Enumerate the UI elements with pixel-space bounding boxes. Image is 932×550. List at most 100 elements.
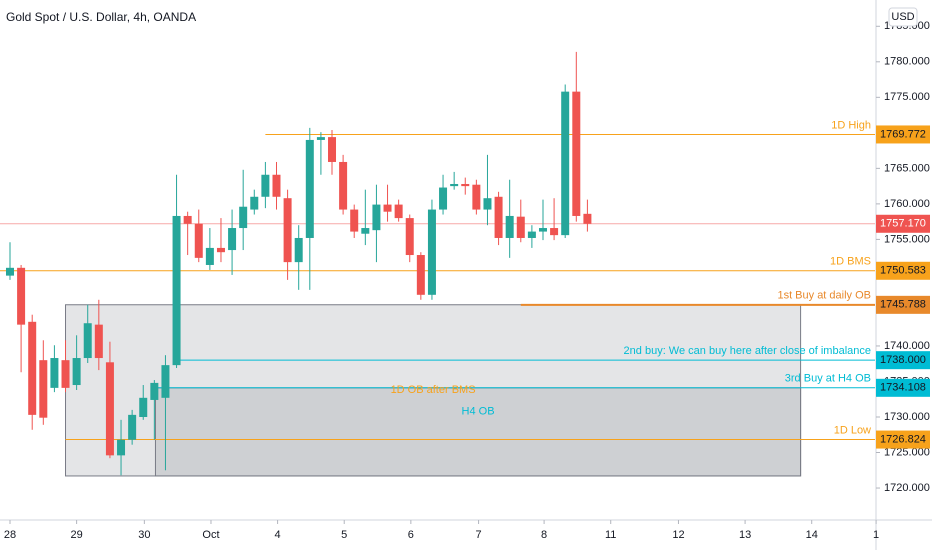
candle-body	[39, 360, 48, 418]
chart-title: Gold Spot / U.S. Dollar, 4h, OANDA	[6, 10, 196, 24]
candle-body	[283, 198, 292, 263]
candle-body	[394, 204, 403, 219]
x-tick-label: Oct	[202, 529, 219, 541]
candle-body	[450, 183, 459, 187]
candle-body	[294, 237, 303, 263]
last-price-tag	[876, 214, 930, 233]
candle-body	[439, 187, 448, 210]
y-tick-label: 1765.000	[884, 162, 930, 174]
currency-box[interactable]	[888, 7, 918, 27]
candle-body	[383, 204, 392, 212]
candle-body	[50, 358, 59, 388]
candle-body	[328, 137, 337, 162]
currency-label[interactable]: USD	[891, 11, 914, 23]
candle-body	[316, 137, 325, 140]
x-tick-label: 7	[476, 529, 482, 541]
candle-body	[117, 439, 126, 456]
candle-body	[572, 91, 581, 216]
x-tick-label: 13	[739, 529, 751, 541]
candle-body	[583, 213, 592, 224]
candle-body	[505, 215, 514, 238]
x-tick-label: 6	[408, 529, 414, 541]
candle-body	[139, 397, 148, 417]
candle-body	[516, 216, 525, 238]
candle-body	[61, 360, 70, 388]
candle-body	[228, 228, 237, 251]
candle-body	[83, 323, 92, 359]
level-label: 1D High	[831, 119, 871, 131]
y-tick-label: 1760.000	[884, 198, 930, 210]
candle-body	[194, 223, 203, 258]
candle-body	[561, 91, 570, 236]
candle-body	[216, 247, 225, 253]
candle-body	[461, 183, 470, 187]
candle-body	[305, 139, 314, 238]
x-tick-label: 29	[70, 529, 82, 541]
level-label: 3rd Buy at H4 OB	[785, 373, 871, 385]
price-tag-label: 1738.000	[880, 354, 926, 366]
candle-body	[161, 365, 170, 398]
candle-body	[172, 215, 181, 366]
candle-body	[538, 228, 547, 232]
last-price-tag-label: 1757.170	[880, 218, 926, 230]
candle-body	[361, 228, 370, 234]
zone	[154, 387, 802, 477]
candle-body	[550, 228, 559, 236]
price-tag-label: 1726.824	[880, 433, 926, 445]
candle-body	[28, 321, 37, 415]
price-tag-label: 1745.788	[880, 299, 926, 311]
y-tick-label: 1720.000	[884, 482, 930, 494]
y-tick-label: 1725.000	[884, 446, 930, 458]
candle-body	[17, 267, 26, 325]
price-tag	[876, 378, 930, 397]
level-label: 1st Buy at daily OB	[777, 290, 871, 302]
x-tick-label: 1	[873, 529, 879, 541]
candle-body	[527, 231, 536, 238]
candle-body	[72, 358, 81, 386]
plot-area: 1D OB after BMS H4 OB 1D High 1D BMS 1st Buy…	[0, 51, 875, 477]
x-tick-label: 8	[541, 529, 547, 541]
candle-body	[150, 382, 159, 400]
zone	[65, 304, 802, 477]
candle-body	[416, 255, 425, 295]
level-label: 1D Low	[834, 424, 871, 436]
price-tag-label: 1734.108	[880, 382, 926, 394]
x-tick-label: 12	[672, 529, 684, 541]
price-tag-label: 1769.772	[880, 128, 926, 140]
candle-body	[483, 198, 492, 210]
candle-body	[250, 196, 259, 210]
candle-body	[272, 174, 281, 197]
candle-body	[183, 215, 192, 224]
zone-label: 1D OB after BMS	[391, 384, 476, 396]
zone-label: H4 OB	[462, 406, 495, 418]
candle-body	[128, 414, 137, 440]
y-tick-label: 1740.000	[884, 340, 930, 352]
price-tag-label: 1750.583	[880, 265, 926, 277]
y-tick-label: 1775.000	[884, 91, 930, 103]
candle-body	[261, 174, 270, 197]
candle-body	[239, 206, 248, 229]
x-tick-label: 11	[605, 529, 616, 541]
x-tick-label: 5	[341, 529, 347, 541]
level-label: 2nd buy: We can buy here after close of …	[624, 345, 871, 357]
price-tag	[876, 261, 930, 280]
price-tag	[876, 295, 930, 314]
price-tag	[876, 351, 930, 370]
candle-body	[105, 362, 114, 456]
y-tick-label: 1730.000	[884, 411, 930, 423]
candle-body	[427, 209, 436, 295]
candle-body	[405, 218, 414, 256]
y-tick-label: 1780.000	[884, 56, 930, 68]
candle-body	[350, 209, 359, 232]
price-tag	[876, 125, 930, 144]
level-label: 1D BMS	[830, 256, 871, 268]
candle-body	[472, 184, 481, 210]
candle-body	[372, 204, 381, 231]
x-tick-label: 14	[806, 529, 818, 541]
candle-body	[339, 161, 348, 210]
price-tag	[876, 430, 930, 449]
y-tick-label: 1755.000	[884, 233, 930, 245]
x-tick-label: 30	[138, 529, 150, 541]
x-tick-label: 4	[275, 529, 281, 541]
